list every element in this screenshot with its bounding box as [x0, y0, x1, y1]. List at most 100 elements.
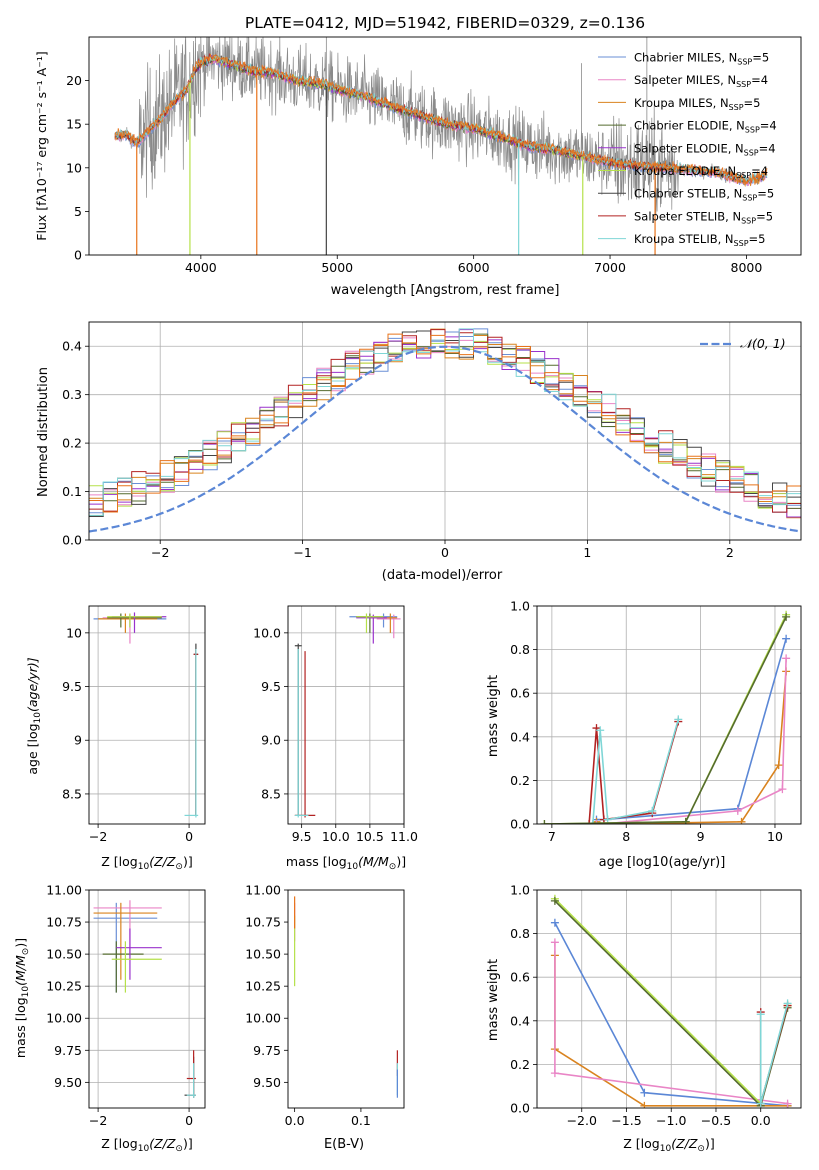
spectrum-ylabel: Flux [fλ10⁻¹⁷ erg cm⁻² s⁻¹ A⁻¹] [34, 51, 49, 240]
x-tick-label: 6000 [458, 260, 490, 275]
y-tick-label: 0.0 [510, 817, 530, 832]
weight-marker [674, 715, 683, 724]
legend-entry: Kroupa STELIB, NSSP=5 [634, 232, 765, 248]
y-tick-label: 9.75 [54, 1043, 82, 1058]
axes-frame [536, 605, 802, 825]
weight-marker [756, 1099, 765, 1108]
z_age-axes [85, 606, 205, 828]
x-tick-label: 5000 [321, 260, 353, 275]
y-tick-label: 0.2 [510, 773, 530, 788]
x-tick-label: 11.0 [390, 829, 418, 844]
y-tick-label: 5 [74, 204, 82, 219]
legend-entry: Chabrier STELIB, NSSP=5 [634, 187, 774, 203]
z-age-ylabel: age [log10(age/yr)] [25, 657, 43, 774]
x-tick-label: 10.0 [322, 829, 350, 844]
model-spectrum-orange [114, 53, 768, 185]
spectrum-axes [85, 80, 747, 259]
axes-frame [536, 889, 802, 1109]
z-age-xlabel: Z [log10(Z/Z⊙)] [101, 854, 192, 872]
x-tick-label: 7 [548, 829, 556, 844]
legend-entry: Chabrier ELODIE, NSSP=4 [634, 119, 777, 135]
x-tick-label: 0 [185, 1113, 193, 1128]
age_weight-axes [533, 605, 801, 828]
weight-marker [640, 1088, 649, 1097]
weight-marker [783, 1099, 792, 1108]
z-weight-xlabel: Z [log10(Z/Z⊙)] [623, 1136, 714, 1154]
x-tick-label: 7000 [594, 260, 626, 275]
weight-marker [782, 634, 791, 643]
y-tick-label: 10.25 [46, 979, 82, 994]
y-tick-label: 0 [74, 248, 82, 263]
weight-marker [778, 785, 787, 794]
y-tick-label: 8.5 [62, 786, 82, 801]
x-tick-label: 8 [622, 829, 630, 844]
axes-frame [88, 889, 206, 1109]
x-tick-label: −0.5 [701, 1113, 731, 1128]
y-tick-label: 0.2 [510, 1057, 530, 1072]
y-tick-label: 1.0 [510, 599, 530, 614]
y-tick-label: 10.50 [46, 947, 82, 962]
y-tick-label: 11.00 [245, 883, 281, 898]
x-tick-label: 10.5 [356, 829, 384, 844]
weight-marker [782, 612, 791, 621]
z-mass-xlabel: Z [log10(Z/Z⊙)] [101, 1136, 192, 1154]
axes-frame [88, 36, 802, 256]
y-tick-label: 10.0 [253, 625, 281, 640]
y-tick-label: 10 [66, 625, 82, 640]
y-tick-label: 9.75 [253, 1043, 281, 1058]
weight-marker [640, 1101, 649, 1108]
y-tick-label: 0.3 [62, 387, 82, 402]
weight-marker [585, 820, 594, 824]
y-tick-label: 0.6 [510, 686, 530, 701]
observed-spectrum [114, 37, 768, 215]
y-tick-label: 0.0 [62, 533, 82, 548]
y-tick-label: 9.50 [54, 1075, 82, 1090]
weight-marker [737, 817, 746, 824]
x-tick-label: −2 [89, 829, 107, 844]
x-tick-label: −2.0 [567, 1113, 597, 1128]
y-tick-label: 10 [66, 160, 82, 175]
axes-frame [287, 889, 405, 1109]
weight-marker [648, 806, 657, 815]
z-mass-ylabel: mass [log10(M/M⊙)] [13, 938, 31, 1058]
x-tick-label: −2 [89, 1113, 107, 1128]
y-tick-label: 0.8 [510, 926, 530, 941]
x-tick-label: 0 [441, 545, 449, 560]
x-tick-label: 1 [583, 545, 591, 560]
weight-marker [733, 806, 742, 815]
x-tick-label: 9 [697, 829, 705, 844]
y-tick-label: 10.00 [245, 1011, 281, 1026]
y-tick-label: 9.5 [261, 679, 281, 694]
x-tick-label: −1.5 [611, 1113, 641, 1128]
weight-line-chabrier_elodie [544, 616, 787, 824]
ebv_mass-axes [284, 889, 362, 1112]
axes-frame [88, 321, 802, 541]
ebv-mass-xlabel: E(B-V) [324, 1137, 364, 1152]
spectrum-title: PLATE=0412, MJD=51942, FIBERID=0329, z=0… [245, 14, 645, 32]
weight-line-kroupa_stelib [759, 1003, 789, 1104]
y-tick-label: 10.25 [245, 979, 281, 994]
y-tick-label: 20 [66, 73, 82, 88]
y-tick-label: 0.6 [510, 970, 530, 985]
y-tick-label: 10.75 [46, 915, 82, 930]
y-tick-label: 9.50 [253, 1075, 281, 1090]
axes-frame [287, 605, 405, 825]
weight-line-kroupa_stelib [592, 719, 680, 824]
weight-marker [550, 918, 559, 927]
x-tick-label: 0 [185, 829, 193, 844]
x-tick-label: 2 [726, 545, 734, 560]
z-weight-ylabel: mass weight [486, 959, 501, 1041]
y-tick-label: 0.4 [510, 729, 530, 744]
weight-line-kroupa_elodie [544, 614, 787, 824]
x-tick-label: −1 [293, 545, 311, 560]
spectrum-xlabel: wavelength [Angstrom, rest frame] [331, 283, 560, 298]
mass-age-xlabel: mass [log10(M/M⊙)] [286, 854, 406, 872]
weight-marker [783, 999, 792, 1008]
legend-entry: Salpeter MILES, NSSP=4 [634, 73, 768, 89]
axes-frame [88, 605, 206, 825]
y-tick-label: 10.50 [245, 947, 281, 962]
x-tick-label: −2 [151, 545, 169, 560]
y-tick-label: 0.4 [62, 339, 82, 354]
normal-curve [89, 345, 801, 533]
